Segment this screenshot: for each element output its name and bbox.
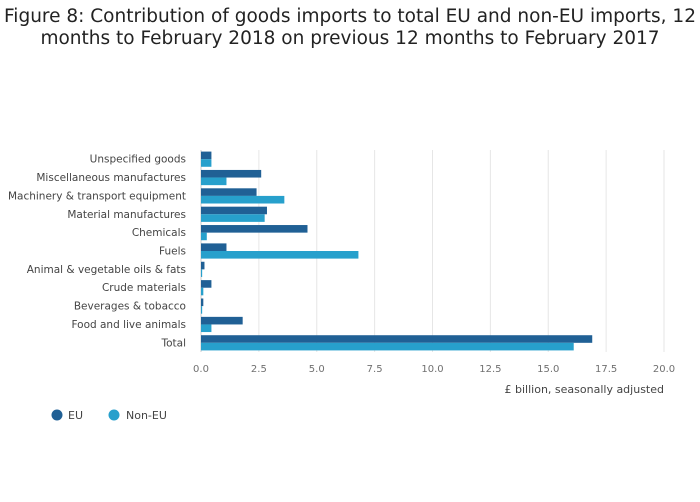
legend-label-eu[interactable]: EU [68, 409, 83, 422]
bar-non-eu [201, 287, 204, 296]
x-tick-label: 7.5 [367, 364, 383, 375]
bar-non-eu [201, 324, 212, 333]
category-label: Material manufactures [67, 209, 186, 221]
legend: EU Non-EU [51, 409, 167, 422]
legend-marker-non-eu[interactable] [108, 409, 120, 421]
x-tick-label: 10.0 [421, 364, 443, 375]
category-label: Chemicals [132, 227, 186, 239]
x-tick-label: 2.5 [251, 364, 267, 375]
category-label: Fuels [159, 246, 186, 258]
bars [201, 151, 593, 351]
x-tick-label: 0.0 [193, 364, 209, 375]
x-tick-label: 20.0 [653, 364, 675, 375]
bar-eu [201, 169, 262, 178]
category-label: Miscellaneous manufactures [36, 172, 186, 184]
bar-eu [201, 335, 593, 343]
x-tick-label: 12.5 [479, 364, 501, 375]
chart-title-line-2: months to February 2018 on previous 12 m… [40, 28, 660, 49]
bar-eu [201, 280, 212, 288]
bar-non-eu [201, 232, 207, 241]
bar-non-eu [201, 195, 285, 204]
bar-eu [201, 243, 227, 251]
bar-eu [201, 261, 205, 270]
chart-title: Figure 8: Contribution of goods imports … [0, 6, 700, 50]
category-label: Unspecified goods [90, 154, 186, 166]
x-tick-label: 5.0 [309, 364, 325, 375]
bar-non-eu [201, 306, 203, 314]
category-label: Total [160, 337, 186, 349]
bar-non-eu [201, 269, 203, 277]
bar-eu [201, 151, 212, 160]
x-tick-label: 15.0 [537, 364, 559, 375]
category-label: Food and live animals [71, 319, 186, 331]
bar-non-eu [201, 214, 265, 222]
bar-eu [201, 298, 204, 307]
category-labels: Unspecified goods Miscellaneous manufactu… [8, 154, 186, 350]
category-label: Beverages & tobacco [74, 301, 186, 313]
bar-eu [201, 188, 257, 196]
bar-eu [201, 225, 308, 233]
x-tick-labels: 0.0 2.5 5.0 7.5 10.0 12.5 15.0 17.5 20.0 [193, 364, 675, 375]
bar-non-eu [201, 159, 212, 167]
chart-title-line-1: Figure 8: Contribution of goods imports … [4, 6, 696, 27]
category-label: Crude materials [102, 282, 186, 294]
bar-non-eu [201, 177, 227, 186]
category-label: Machinery & transport equipment [8, 190, 186, 202]
legend-label-non-eu[interactable]: Non-EU [126, 409, 167, 422]
x-axis-title: £ billion, seasonally adjusted [505, 383, 664, 396]
bar-eu [201, 316, 243, 325]
bar-non-eu [201, 342, 574, 351]
x-tick-label: 17.5 [595, 364, 617, 375]
legend-marker-eu[interactable] [51, 409, 63, 421]
bar-eu [201, 206, 267, 215]
bar-non-eu [201, 251, 359, 259]
category-label: Animal & vegetable oils & fats [27, 264, 186, 276]
